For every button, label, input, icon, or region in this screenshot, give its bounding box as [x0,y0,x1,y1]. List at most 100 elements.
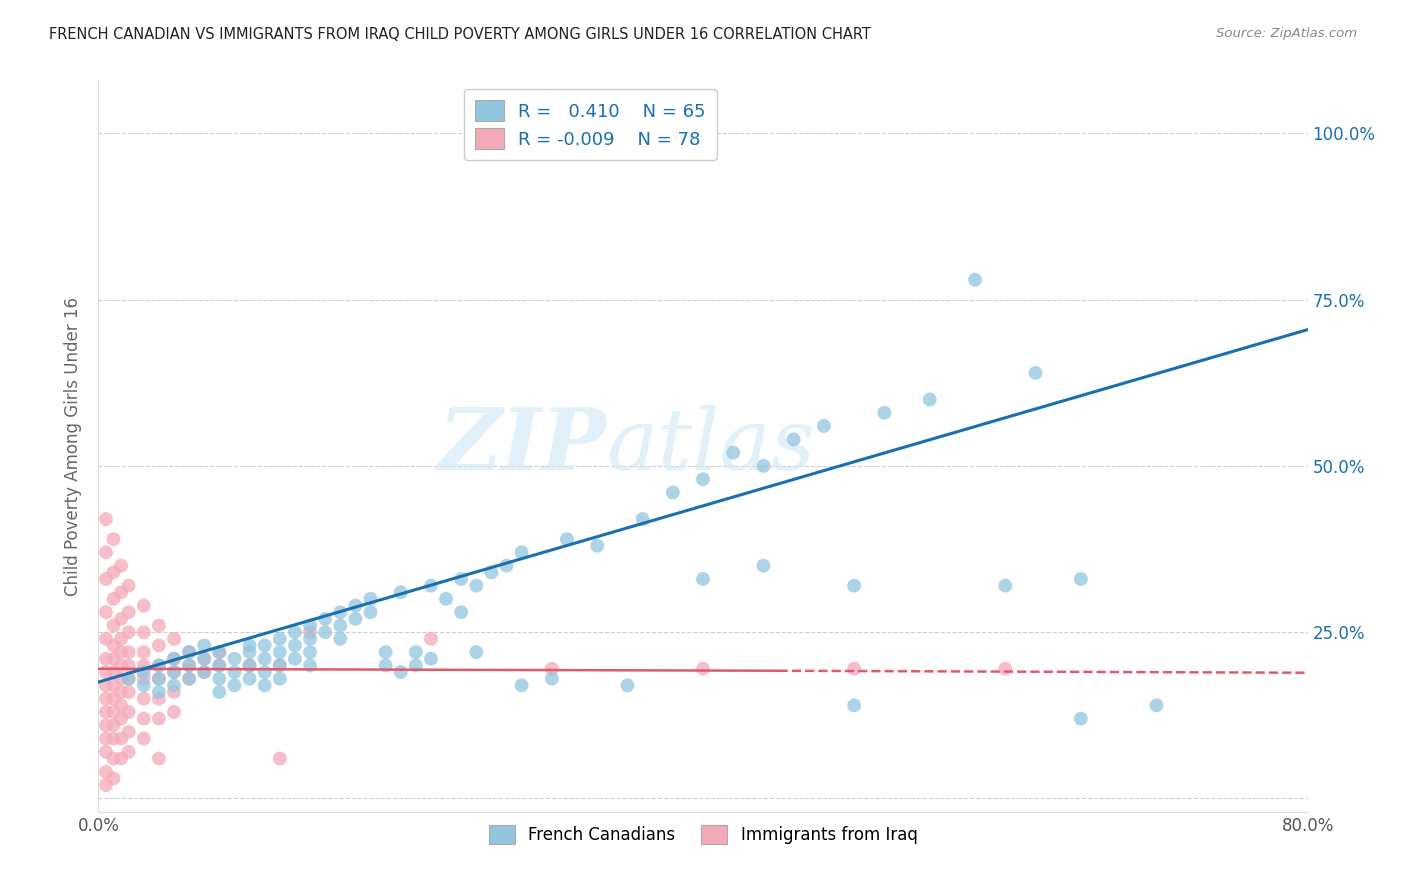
Point [540,662,562,676]
Point [94,632,117,646]
Point [110,712,132,726]
Point [148,658,170,673]
Point [344,599,367,613]
Point [481,566,503,580]
Point [253,639,276,653]
Point [239,672,262,686]
Point [103,691,125,706]
Point [208,685,231,699]
Point [193,652,215,666]
Point [510,678,533,692]
Point [103,591,125,606]
Point [110,632,132,646]
Point [540,127,562,141]
Point [1144,698,1167,713]
Point [94,691,117,706]
Point [269,632,291,646]
Point [208,658,231,673]
Point [118,672,141,686]
Point [420,652,443,666]
Point [118,705,141,719]
Point [253,665,276,679]
Point [873,406,896,420]
Point [586,539,609,553]
Point [1070,572,1092,586]
Point [163,665,186,679]
Text: Source: ZipAtlas.com: Source: ZipAtlas.com [1216,27,1357,40]
Point [208,658,231,673]
Point [844,698,866,713]
Point [692,572,714,586]
Point [329,618,352,632]
Point [132,712,155,726]
Point [179,645,201,659]
Point [692,662,714,676]
Point [110,685,132,699]
Point [555,532,578,546]
Point [299,658,322,673]
Point [239,639,262,653]
Point [360,591,382,606]
Point [752,558,775,573]
Point [994,662,1017,676]
Point [94,512,117,526]
Point [118,685,141,699]
Point [389,585,412,599]
Point [526,133,548,147]
Point [163,632,186,646]
Point [110,658,132,673]
Point [118,645,141,659]
Point [148,712,170,726]
Point [132,658,155,673]
Point [269,672,291,686]
Text: FRENCH CANADIAN VS IMMIGRANTS FROM IRAQ CHILD POVERTY AMONG GIRLS UNDER 16 CORRE: FRENCH CANADIAN VS IMMIGRANTS FROM IRAQ … [49,27,872,42]
Point [132,665,155,679]
Point [132,678,155,692]
Point [844,579,866,593]
Point [148,685,170,699]
Point [540,672,562,686]
Point [374,645,396,659]
Point [94,605,117,619]
Text: atlas: atlas [606,405,815,487]
Point [284,652,307,666]
Point [344,612,367,626]
Point [299,625,322,640]
Point [118,725,141,739]
Point [752,458,775,473]
Point [994,579,1017,593]
Point [132,672,155,686]
Point [329,632,352,646]
Point [269,658,291,673]
Point [253,678,276,692]
Point [103,731,125,746]
Point [103,566,125,580]
Point [269,645,291,659]
Point [844,662,866,676]
Point [110,751,132,765]
Point [420,632,443,646]
Point [94,718,117,732]
Point [94,705,117,719]
Point [374,658,396,673]
Point [299,618,322,632]
Point [284,625,307,640]
Point [224,678,246,692]
Point [299,632,322,646]
Point [510,545,533,559]
Point [94,678,117,692]
Point [208,645,231,659]
Point [193,665,215,679]
Point [148,691,170,706]
Point [465,645,488,659]
Point [103,665,125,679]
Point [405,645,427,659]
Point [239,658,262,673]
Point [163,652,186,666]
Point [94,652,117,666]
Point [465,579,488,593]
Point [692,472,714,486]
Point [110,672,132,686]
Point [918,392,941,407]
Point [132,599,155,613]
